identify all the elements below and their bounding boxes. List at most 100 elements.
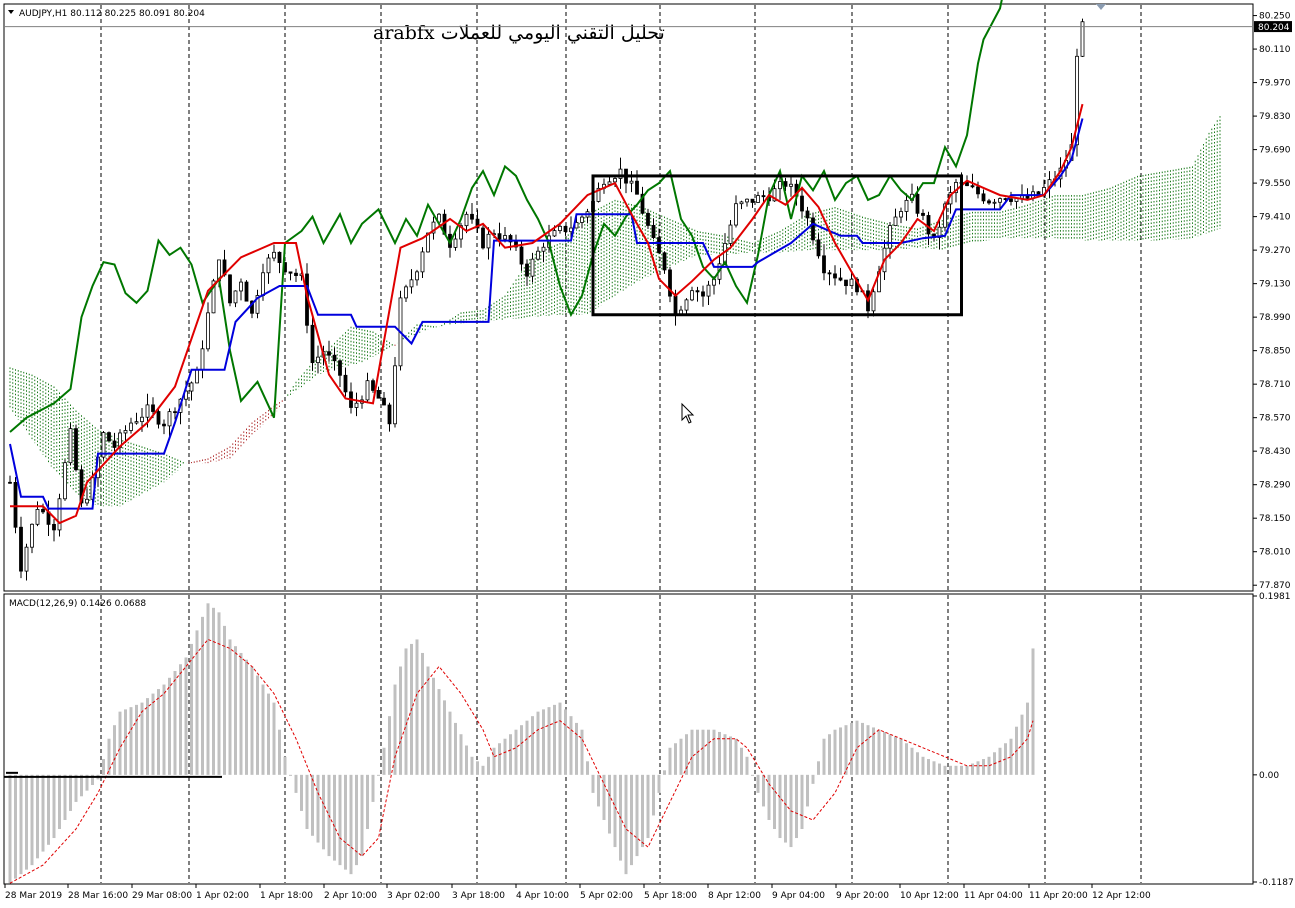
macd-bar (718, 731, 721, 775)
time-tick-label: 3 Apr 18:00 (452, 891, 505, 901)
candle-body (63, 462, 67, 500)
macd-bar (217, 612, 221, 775)
macd-bar (987, 756, 991, 775)
macd-bar (833, 729, 837, 775)
macd-bar (19, 774, 23, 875)
candle-body (536, 250, 540, 260)
macd-bar (8, 774, 12, 884)
macd-bar (525, 720, 529, 775)
candle-body (343, 374, 348, 393)
candle-body (481, 227, 485, 249)
macd-bar (646, 774, 650, 839)
price-tick-label: 79.970 (1259, 79, 1291, 89)
macd-bar (465, 745, 468, 775)
macd-bar (360, 774, 364, 857)
time-tick-label: 4 Apr 10:00 (516, 891, 569, 901)
candle-body (706, 284, 711, 297)
candle-body (976, 186, 980, 195)
macd-bar (283, 756, 287, 775)
macd-bar (129, 707, 133, 775)
macd-bar (817, 761, 820, 775)
candle-body (459, 225, 463, 240)
candle-body (646, 212, 650, 226)
price-tick-label: 78.850 (1259, 347, 1291, 357)
macd-bar (212, 607, 215, 775)
price-axis[interactable]: 80.250 80.110 79.970 79.830 79.690 79.550 79.4… (1253, 12, 1291, 592)
candle-body (525, 263, 529, 277)
macd-bar (162, 684, 166, 775)
time-tick-label: 10 Apr 12:00 (900, 891, 959, 901)
macd-bar (949, 765, 952, 775)
macd-bar (954, 765, 958, 775)
candle-body (376, 390, 381, 399)
candle-body (640, 193, 645, 214)
macd-bar (52, 774, 56, 839)
candle-body (1080, 21, 1085, 57)
candle-body (833, 273, 837, 279)
candle-body (805, 210, 810, 219)
macd-bar (311, 774, 314, 836)
macd-bar (630, 774, 633, 866)
macd-bar (844, 725, 848, 775)
chart-shift-marker-icon[interactable] (1096, 4, 1106, 10)
candle-body (981, 193, 986, 202)
mouse-cursor-icon (681, 402, 695, 424)
candle-body (849, 278, 854, 287)
macd-bar (872, 727, 875, 775)
macd-bar (773, 774, 776, 830)
price-tick-label: 78.290 (1259, 481, 1291, 491)
macd-bar (624, 774, 628, 875)
symbol-dropdown-icon[interactable] (8, 10, 14, 14)
candle-body (761, 195, 766, 198)
macd-bar (305, 774, 309, 830)
candle-body (233, 290, 238, 304)
candle-body (497, 233, 502, 240)
macd-bar (333, 774, 336, 861)
candle-body (519, 246, 524, 265)
symbol-info: AUDJPY,H1 80.112 80.225 80.091 80.204 (19, 9, 205, 19)
macd-bar (63, 774, 67, 820)
time-tick-label: 8 Apr 12:00 (708, 891, 761, 901)
macd-bar (740, 747, 743, 775)
macd-bar (558, 702, 562, 775)
macd-bar (135, 704, 138, 775)
macd-bar (806, 774, 809, 807)
candle-body (387, 404, 392, 425)
macd-bar (575, 722, 578, 775)
candle-body (904, 199, 909, 212)
price-tick-label: 78.010 (1259, 548, 1291, 558)
candle-body (596, 187, 601, 202)
candle-body (140, 416, 144, 423)
time-tick-label: 1 Apr 18:00 (260, 891, 313, 901)
macd-bar (459, 734, 463, 775)
candle-body (41, 508, 45, 513)
candle-body (822, 255, 826, 274)
macd-bar (36, 774, 39, 859)
macd-bar (234, 646, 237, 775)
macd-bar (168, 677, 171, 775)
macd-bar (421, 652, 424, 775)
macd-bar (894, 736, 897, 775)
macd-bar (245, 659, 248, 775)
macd-bar (300, 774, 303, 811)
candle-body (272, 251, 276, 259)
candle-body (112, 440, 117, 448)
candle-body (294, 272, 298, 276)
macd-bar (531, 716, 534, 775)
candle-body (800, 195, 804, 212)
candle-body (992, 201, 997, 204)
macd-bar (778, 774, 782, 839)
price-tick-label: 78.710 (1259, 380, 1291, 390)
macd-bar (349, 774, 353, 875)
candle-body (404, 286, 408, 299)
candle-body (541, 246, 546, 252)
macd-bar (256, 675, 259, 775)
time-axis[interactable]: 28 Mar 2019 28 Mar 16:00 29 Mar 08:00 1 Apr… (4, 884, 1151, 901)
macd-bar (910, 747, 914, 775)
macd-bar (734, 738, 738, 775)
candle-body (728, 224, 733, 244)
macd-bar (932, 761, 936, 775)
candle-body (327, 351, 331, 356)
candle-body (173, 411, 177, 414)
candle-body (261, 272, 265, 296)
